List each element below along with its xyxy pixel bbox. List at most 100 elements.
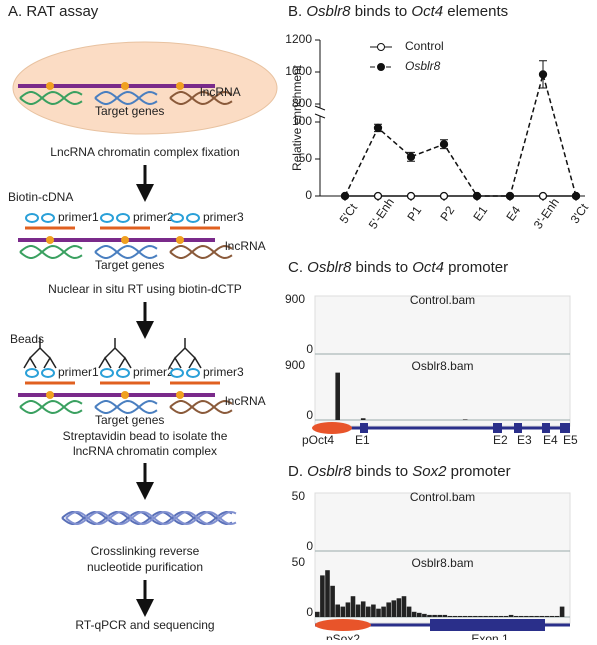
bead-tree — [23, 338, 57, 369]
label: 100 — [292, 114, 312, 128]
coverage-bar — [335, 372, 340, 420]
data-point — [439, 140, 449, 149]
label: lncRNA — [225, 239, 266, 253]
label: Crosslinking reverse — [91, 544, 200, 558]
coverage-bar — [366, 606, 371, 617]
dna-helix — [169, 91, 233, 105]
exon — [493, 423, 502, 433]
dna-helix — [19, 245, 83, 259]
legend-marker — [377, 43, 385, 51]
coverage-bar — [371, 604, 376, 617]
title-part: Osblr8 — [306, 3, 351, 20]
coverage-bar — [427, 614, 432, 617]
dna-helix — [169, 400, 233, 414]
biotin — [25, 213, 39, 223]
label: Control.bam — [410, 490, 475, 504]
label: Nuclear in situ RT using biotin-dCTP — [48, 282, 242, 296]
dna-helix — [19, 91, 83, 105]
coverage-bar — [340, 606, 346, 617]
coverage-bar — [559, 606, 565, 617]
coverage-bar — [406, 606, 412, 617]
coverage-bar — [335, 604, 340, 617]
label: 900 — [285, 292, 305, 306]
promoter — [315, 619, 371, 631]
coverage-bar — [488, 615, 493, 617]
coverage-bar — [549, 615, 555, 617]
biotin — [116, 213, 130, 223]
label: 0 — [306, 605, 313, 619]
binding-site — [121, 236, 129, 244]
title-part: Oct4 — [411, 3, 443, 20]
biotin — [116, 368, 130, 378]
bead-tree — [168, 338, 202, 369]
x-tick-label: 3'-Enh — [531, 195, 562, 231]
biotin — [25, 368, 39, 378]
data-point — [373, 191, 383, 201]
title-part: Sox2 — [412, 463, 447, 480]
title-part: B. — [288, 3, 306, 20]
label: E2 — [493, 433, 508, 447]
label: lncRNA — [225, 394, 266, 408]
coverage-bar — [508, 614, 514, 617]
series-line — [344, 71, 577, 197]
label: 1200 — [285, 32, 312, 46]
biotin — [170, 213, 184, 223]
label: 0 — [305, 188, 312, 202]
x-tick-label: E4 — [503, 203, 523, 223]
coverage-bar — [360, 418, 366, 420]
coverage-bar — [417, 612, 422, 617]
label: E5 — [563, 433, 578, 447]
label: primer3 — [203, 365, 244, 379]
coverage-bar — [544, 615, 550, 617]
dna-helix — [65, 511, 237, 525]
label: Osblr8.bam — [411, 556, 473, 570]
binding-site — [176, 82, 184, 90]
label: primer3 — [203, 210, 244, 224]
bead-tree — [98, 338, 132, 369]
dna-helix — [169, 91, 233, 105]
title-part: binds to — [351, 463, 412, 480]
x-tick-label: P1 — [404, 203, 424, 223]
dna-helix — [169, 245, 233, 259]
data-point — [538, 191, 548, 201]
label: primer1 — [58, 365, 99, 379]
coverage-bar — [325, 570, 330, 617]
coverage-bar — [360, 601, 366, 617]
x-tick-label: 5'Ct — [337, 200, 361, 226]
label: Control — [405, 39, 444, 53]
coverage-bar — [355, 604, 361, 617]
data-point — [505, 191, 515, 201]
panel-title: A. RAT assay — [8, 3, 99, 20]
label: Target genes — [95, 258, 164, 272]
biotin — [41, 368, 55, 378]
coverage-bar — [330, 585, 335, 617]
dna-helix — [94, 400, 158, 414]
label: nucleotide purification — [87, 560, 203, 574]
label: E3 — [517, 433, 532, 447]
coverage-bar — [376, 608, 381, 617]
coverage-bar — [320, 575, 325, 617]
coverage-bar — [345, 602, 351, 617]
title-part: elements — [443, 3, 508, 20]
coverage-bar — [539, 615, 544, 617]
label: Target genes — [95, 413, 164, 427]
coverage-bar — [386, 602, 391, 617]
label: 50 — [299, 151, 313, 165]
coverage-bar — [442, 614, 448, 617]
title-part: promoter — [444, 259, 508, 276]
exon — [360, 423, 368, 433]
data-point — [340, 191, 350, 201]
label: lncRNA chromatin complex — [73, 444, 217, 458]
coverage-bar — [432, 614, 437, 617]
label: lncRNA — [200, 85, 241, 99]
label: 0 — [306, 539, 313, 553]
label: Streptavidin bead to isolate the — [63, 429, 228, 443]
label: Exon 1 — [471, 632, 509, 640]
data-point — [538, 70, 548, 79]
coverage-bar — [447, 615, 453, 617]
coverage-bar — [554, 615, 560, 617]
label: pSox2 — [326, 632, 360, 640]
dna-helix — [94, 245, 158, 259]
label: primer2 — [133, 210, 174, 224]
